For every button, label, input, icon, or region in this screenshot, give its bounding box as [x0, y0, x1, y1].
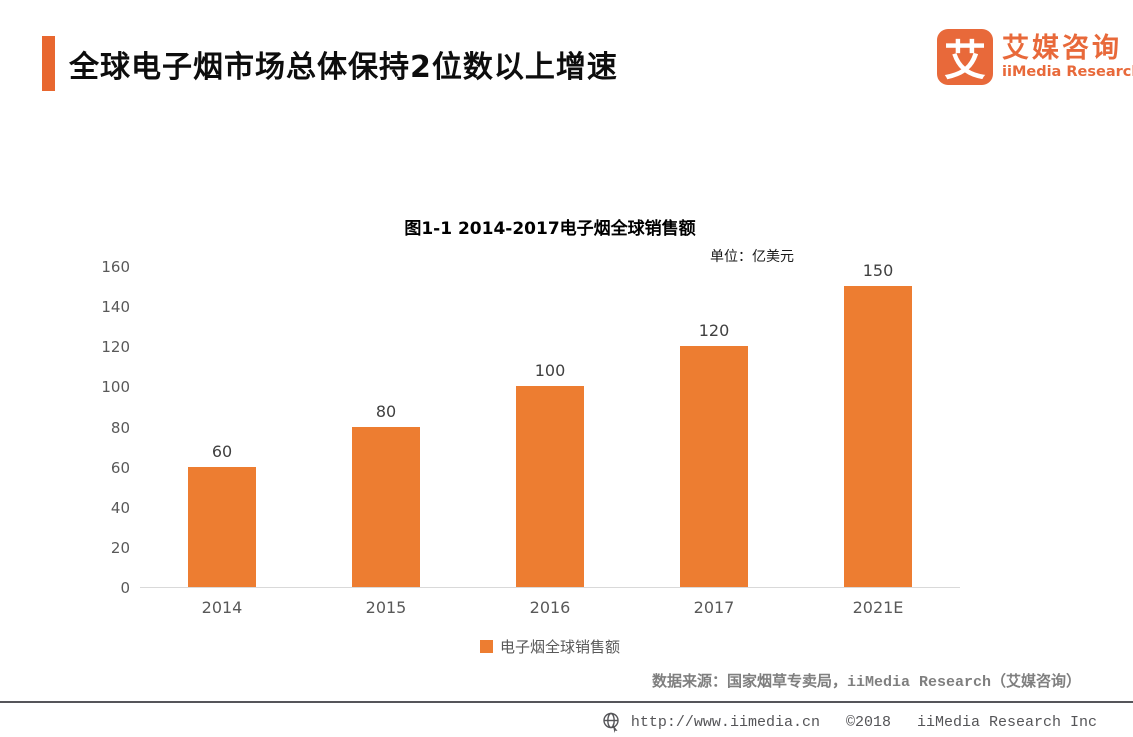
- chart-unit-label: 单位：亿美元: [710, 249, 794, 265]
- iimedia-logo-icon: 艾: [937, 29, 993, 85]
- x-tick-label: 2016: [529, 598, 571, 617]
- chart-title: 图1-1 2014-2017电子烟全球销售额: [404, 219, 696, 239]
- logo-brand-en: iiMedia Research: [1002, 63, 1133, 80]
- y-tick-label: 40: [110, 498, 130, 517]
- legend-label: 电子烟全球销售额: [499, 638, 620, 656]
- bar-2014: [188, 466, 256, 587]
- footer-divider: [0, 701, 1133, 703]
- y-tick-label: 0: [120, 579, 130, 597]
- y-tick-label: 60: [110, 458, 130, 477]
- y-tick-label: 140: [101, 298, 130, 317]
- y-tick-label: 160: [101, 258, 130, 276]
- bar-2016: [516, 386, 584, 587]
- y-tick-label: 120: [101, 338, 130, 357]
- bar-value-label: 150: [862, 261, 894, 281]
- bar-value-label: 80: [375, 401, 397, 421]
- footer-copyright: ©2018: [845, 713, 891, 731]
- globe-icon: [602, 712, 621, 733]
- x-tick-label: 2015: [365, 598, 407, 617]
- x-tick-label: 2017: [693, 598, 735, 617]
- footer-company: iiMedia Research Inc: [916, 713, 1097, 731]
- footer-url: http://www.iimedia.cn: [630, 713, 820, 731]
- data-source-note: 数据来源：国家烟草专卖局，iiMedia Research（艾媒咨询）: [651, 674, 1081, 691]
- bar-2021E: [844, 286, 912, 587]
- title-accent-bar: [42, 36, 55, 91]
- footer: http://www.iimedia.cn ©2018 iiMedia Rese…: [602, 710, 1097, 734]
- iimedia-logo: 艾 艾媒咨询 iiMedia Research: [937, 29, 1133, 85]
- y-tick-label: 20: [110, 538, 130, 557]
- x-tick-label: 2021E: [852, 598, 904, 617]
- x-tick-label: 2014: [201, 598, 243, 617]
- bar-2015: [352, 426, 420, 587]
- plot-area: 60 2014 80 2015 100 2016 120 2017 150 2021E: [140, 261, 960, 617]
- y-tick-label: 80: [110, 418, 130, 437]
- legend-swatch: [479, 640, 493, 653]
- bar-value-label: 60: [211, 441, 233, 461]
- y-tick-label: 100: [101, 378, 130, 397]
- y-axis: 0 20 40 60 80 100 120 140 160: [80, 258, 130, 597]
- page-title: 全球电子烟市场总体保持2位数以上增速: [69, 50, 618, 85]
- logo-text-block: 艾媒咨询 iiMedia Research: [1002, 33, 1133, 81]
- bar-value-label: 120: [698, 321, 730, 341]
- chart-legend: 电子烟全球销售额: [140, 636, 960, 657]
- bar-2017: [680, 346, 748, 587]
- bar-value-label: 100: [534, 361, 566, 381]
- logo-brand-cn: 艾媒咨询: [1002, 32, 1122, 64]
